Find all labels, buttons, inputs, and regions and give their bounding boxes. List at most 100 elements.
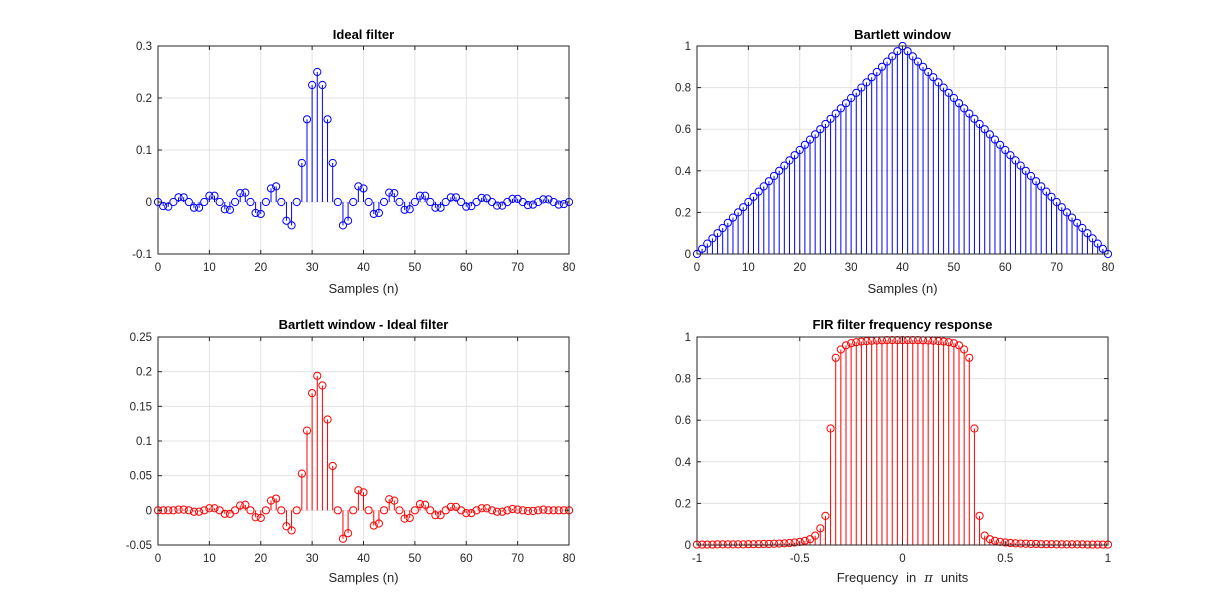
stem-marker: [847, 93, 856, 103]
stem-marker: [708, 234, 717, 243]
stem-marker: [457, 506, 466, 515]
stem-marker: [852, 88, 861, 97]
stem-marker: [272, 494, 281, 503]
y-tick-label: 0.25: [130, 332, 152, 344]
stem-marker: [744, 540, 753, 549]
stem-marker: [169, 197, 178, 207]
stem-marker: [713, 540, 722, 549]
stem-marker: [949, 93, 958, 103]
stem-marker: [862, 337, 871, 346]
stem-marker: [780, 539, 789, 548]
stem-marker: [472, 197, 481, 207]
stem-marker: [985, 535, 994, 544]
stem-marker: [338, 534, 348, 543]
stem-marker: [780, 161, 789, 170]
stem-marker: [821, 511, 830, 520]
stem-marker: [1098, 244, 1107, 253]
plot-area: 0 10 20 30 40 50 60 70 80-0.100.10.20.3: [132, 41, 575, 274]
stem-marker: [405, 513, 414, 523]
stem-marker: [882, 57, 892, 66]
x-axis-label-part: units: [941, 570, 969, 585]
stem-marker: [379, 506, 389, 515]
stem-marker: [816, 125, 825, 134]
stem-marker: [513, 505, 522, 514]
x-tick-label: 20: [254, 262, 267, 274]
stem-marker: [210, 504, 219, 513]
stem-marker: [441, 197, 450, 207]
stem-marker: [282, 216, 291, 225]
stem-marker: [200, 506, 209, 515]
stem-marker: [960, 345, 969, 354]
stem-marker: [200, 197, 209, 207]
y-tick-label: 0.2: [136, 93, 152, 105]
stem-marker: [477, 193, 486, 202]
stem-marker: [390, 189, 399, 198]
stem-marker: [1088, 234, 1097, 243]
stem-marker: [436, 511, 445, 520]
stem-marker: [559, 199, 568, 209]
stem-marker: [400, 514, 409, 523]
y-tick-label: 0: [146, 505, 152, 517]
x-axis-label-pi: π: [923, 571, 933, 586]
y-tick-label: 1: [685, 332, 691, 344]
stem-marker: [256, 513, 265, 523]
stem-marker: [467, 202, 476, 211]
stem-marker: [1052, 197, 1061, 207]
stem-marker: [852, 338, 861, 347]
stem-marker: [924, 67, 933, 77]
stem-marker: [1016, 539, 1025, 548]
stem-marker: [739, 203, 748, 212]
stem-marker: [954, 341, 964, 350]
y-tick-label: -0.1: [132, 249, 152, 261]
plot-area: 0 10 20 30 40 50 60 70 80-0.0500.050.10.150.20.2…: [126, 332, 576, 565]
stem-marker: [503, 506, 512, 515]
y-tick-label: 0.6: [675, 415, 691, 427]
stem-marker: [349, 506, 358, 515]
stem-marker: [374, 208, 384, 218]
y-tick-label: 0: [685, 249, 691, 261]
stem-marker: [857, 83, 866, 92]
stem-marker: [390, 496, 399, 505]
stem-marker: [498, 507, 507, 516]
stem-marker: [800, 140, 809, 149]
stem-marker: [949, 339, 958, 348]
stem-marker: [744, 197, 753, 207]
stem-marker: [544, 195, 553, 204]
stem-marker: [698, 244, 707, 253]
stem-marker: [492, 201, 502, 210]
y-tick-label: 0.8: [675, 83, 691, 95]
stem-marker: [236, 501, 245, 510]
stem-marker: [354, 182, 363, 191]
stem-marker: [400, 205, 409, 214]
stem-marker: [410, 197, 419, 207]
stem-marker: [554, 506, 563, 515]
stem-marker: [1057, 540, 1066, 549]
stem-marker: [230, 197, 240, 207]
stem-marker: [1031, 177, 1041, 186]
stem-marker: [462, 202, 471, 211]
x-tick-label: 30: [306, 553, 319, 565]
stem-marker: [857, 337, 866, 346]
stem-marker: [482, 504, 491, 513]
x-tick-label: 30: [845, 262, 858, 274]
stem-marker: [826, 424, 835, 433]
stem-marker: [343, 216, 353, 225]
y-tick-label: 0.05: [130, 471, 152, 483]
stem-marker: [215, 197, 224, 207]
stem-marker: [333, 197, 342, 207]
y-tick-label: 0.2: [675, 498, 691, 510]
stem-marker: [189, 203, 199, 212]
stem-marker: [261, 197, 270, 207]
stem-marker: [749, 192, 758, 201]
stem-marker: [292, 506, 301, 515]
stem-marker: [277, 197, 286, 207]
stem-marker: [343, 529, 353, 538]
stem-marker: [523, 201, 533, 210]
y-tick-label: 0.1: [136, 145, 152, 157]
stem-marker: [518, 506, 527, 515]
x-tick-label: 70: [511, 553, 524, 565]
stem-marker: [1021, 166, 1030, 175]
x-tick-label: 0.5: [997, 553, 1013, 565]
stem-marker: [754, 540, 763, 549]
stem-marker: [944, 338, 953, 347]
